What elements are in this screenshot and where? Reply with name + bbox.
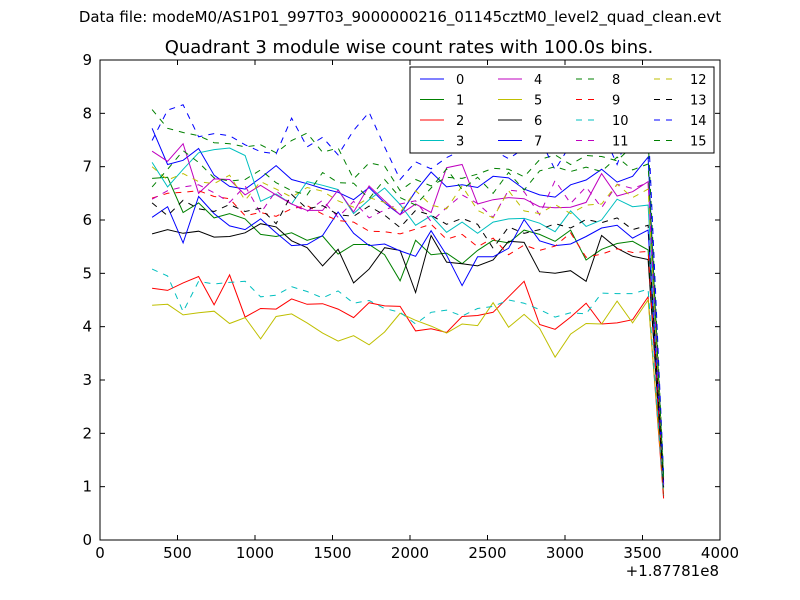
- x-tick-label: 4000: [701, 544, 739, 562]
- ticks-layer: 0 500 1000 1500 2000 2500 3000 3500 400001234567…: [82, 51, 739, 562]
- legend-box: [409, 66, 715, 154]
- series-line-3: [151, 147, 665, 481]
- legend-label-5: 5: [534, 94, 542, 109]
- y-tick-label: 4: [82, 318, 92, 336]
- y-tick-label: 7: [82, 158, 92, 176]
- chart-title: Quadrant 3 module wise count rates with …: [164, 37, 654, 58]
- legend-label-8: 8: [612, 73, 620, 88]
- figure-suptitle: Data file: modeM0/AS1P01_997T03_90000002…: [78, 8, 722, 26]
- x-tick-label: 500: [163, 544, 192, 562]
- x-tick-label: 1000: [236, 544, 274, 562]
- legend-label-1: 1: [456, 94, 464, 109]
- series-line-13: [151, 193, 665, 487]
- legend-label-7: 7: [534, 135, 542, 150]
- x-tick-label: 0: [95, 544, 105, 562]
- legend-label-15: 15: [690, 135, 707, 150]
- legend-label-3: 3: [456, 135, 464, 150]
- y-tick-label: 3: [82, 371, 92, 389]
- series-line-2: [152, 273, 665, 499]
- series-line-10: [151, 268, 665, 496]
- legend-label-11: 11: [612, 135, 629, 150]
- y-tick-label: 2: [82, 424, 92, 442]
- legend-label-9: 9: [612, 94, 620, 109]
- x-tick-label: 2000: [391, 544, 429, 562]
- legend-label-6: 6: [534, 114, 542, 129]
- legend-label-12: 12: [690, 73, 707, 88]
- series-line-15: [151, 150, 665, 479]
- legend-label-4: 4: [534, 73, 542, 88]
- series-line-5: [152, 298, 665, 490]
- series-line-6: [151, 223, 665, 488]
- series-line-12: [151, 166, 665, 482]
- legend-label-10: 10: [612, 114, 629, 129]
- x-tick-label: 1500: [313, 544, 351, 562]
- x-tick-label: 3000: [546, 544, 584, 562]
- x-tick-label: 3500: [623, 544, 661, 562]
- legend-label-2: 2: [456, 114, 464, 129]
- series-line-11: [151, 179, 665, 484]
- series-line-7: [151, 195, 665, 486]
- x-offset-label: +1.87781e8: [625, 562, 719, 580]
- series-line-14: [151, 104, 665, 475]
- y-tick-label: 1: [82, 478, 92, 496]
- y-tick-label: 9: [82, 51, 92, 69]
- series-line-4: [151, 142, 665, 482]
- series-line-9: [151, 190, 665, 495]
- series-line-8: [151, 109, 665, 478]
- legend-label-13: 13: [690, 94, 707, 109]
- legend-label-14: 14: [690, 114, 707, 129]
- y-tick-label: 5: [82, 264, 92, 282]
- legend-label-0: 0: [456, 73, 464, 88]
- series-layer: [151, 104, 665, 499]
- x-tick-label: 2500: [468, 544, 506, 562]
- series-line-0: [151, 128, 665, 485]
- y-tick-label: 8: [82, 104, 92, 122]
- y-tick-label: 0: [82, 531, 92, 549]
- y-tick-label: 6: [82, 211, 92, 229]
